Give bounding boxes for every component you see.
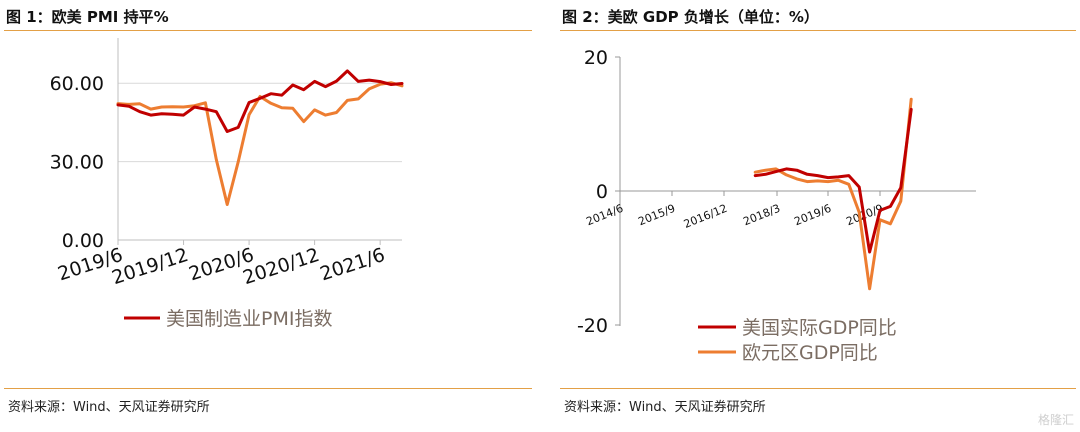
x-tick-label: 2021/6 (317, 244, 387, 286)
series-line (753, 107, 913, 254)
legend-label: 欧元区GDP同比 (742, 342, 878, 364)
series-line (116, 81, 404, 206)
x-tick-label: 2015/9 (636, 202, 677, 229)
source-divider (4, 388, 532, 389)
y-tick-label: 0 (596, 181, 608, 203)
source-note: 资料来源：Wind、天风证券研究所 (8, 400, 210, 415)
y-tick-label: -20 (577, 315, 608, 337)
x-tick-label: 2018/3 (741, 202, 782, 229)
y-tick-label: 0.00 (62, 230, 104, 252)
title-divider (4, 30, 532, 31)
source-divider (560, 388, 1076, 389)
x-tick-label: 2014/6 (584, 202, 625, 229)
chart-panel-pmi: 图 1：欧美 PMI 持平% 0.00 30.00 60.00 2019/6 2019/… (0, 0, 536, 432)
x-tick-label: 2019/6 (792, 202, 833, 229)
series-line (753, 97, 913, 291)
x-tick-label: 2020/12 (240, 244, 322, 289)
chart-title: 图 1：欧美 PMI 持平% (6, 8, 169, 26)
y-tick-label: 30.00 (50, 152, 104, 174)
title-divider (560, 30, 1076, 31)
chart-panel-gdp: 图 2：美欧 GDP 负增长（单位：%） 20 0 -20 2014/6 2015/9 2… (556, 0, 1080, 432)
series-line (116, 69, 404, 133)
chart-title: 图 2：美欧 GDP 负增长（单位：%） (562, 8, 819, 26)
legend-label: 美国实际GDP同比 (742, 317, 897, 339)
y-tick-label: 20 (584, 47, 608, 69)
watermark-logo: 格隆汇 (1037, 413, 1074, 427)
x-tick-label: 2019/12 (109, 244, 191, 289)
x-tick-label: 2016/12 (682, 202, 729, 231)
y-tick-label: 60.00 (50, 73, 104, 95)
pmi-line-chart: 0.0030.0060.002019/62019/122020/62020/12… (50, 38, 404, 330)
source-note: 资料来源：Wind、天风证券研究所 (564, 400, 766, 415)
legend-label: 美国制造业PMI指数 (166, 308, 332, 330)
